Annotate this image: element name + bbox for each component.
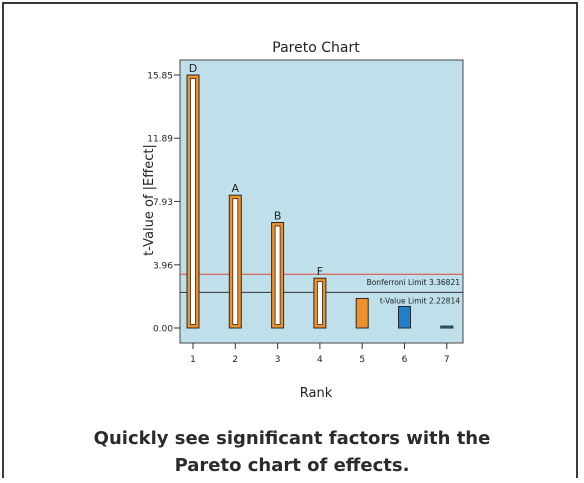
- y-tick-label: 11.89: [147, 135, 173, 145]
- y-axis: 0.00 3.96 7.93 11.89 15.85: [147, 72, 180, 335]
- reference-line-label: Bonferroni Limit 3.36821: [367, 278, 461, 287]
- x-tick-label: 2: [232, 355, 238, 365]
- bar-inner: [190, 78, 196, 325]
- bar: [355, 297, 369, 329]
- y-tick-label: 3.96: [153, 261, 173, 271]
- bar-inner: [274, 225, 281, 325]
- bar-label: D: [189, 62, 197, 75]
- x-tick-label: 6: [402, 355, 408, 365]
- bars: D A B F: [186, 62, 454, 329]
- y-tick-label: 0.00: [153, 325, 173, 335]
- x-tick-label: 4: [317, 355, 323, 365]
- bar-inner: [232, 198, 239, 325]
- y-tick-label: 15.85: [147, 72, 173, 82]
- x-axis-label: Rank: [300, 386, 333, 401]
- chart-title: Pareto Chart: [272, 40, 360, 56]
- caption-line-1: Quickly see significant factors with the: [93, 428, 491, 449]
- bar-label: A: [232, 182, 240, 195]
- x-tick-label: 3: [275, 355, 281, 365]
- caption-line-2: Pareto chart of effects.: [174, 455, 410, 476]
- bar-label: F: [317, 265, 323, 278]
- y-axis-label: t-Value of |Effect|: [142, 144, 157, 256]
- reference-line-label: t-Value Limit 2.22814: [380, 296, 460, 305]
- bar-label: B: [274, 209, 282, 222]
- x-axis: 1 2 3 4 5 6 7: [190, 343, 450, 365]
- bar-inner: [316, 281, 323, 325]
- caption: Quickly see significant factors with the…: [0, 425, 584, 479]
- x-tick-label: 5: [359, 355, 365, 365]
- y-tick-label: 7.93: [153, 198, 173, 208]
- bar: [398, 305, 411, 329]
- bar: [440, 325, 454, 329]
- x-tick-label: 7: [444, 355, 450, 365]
- x-tick-label: 1: [190, 355, 196, 365]
